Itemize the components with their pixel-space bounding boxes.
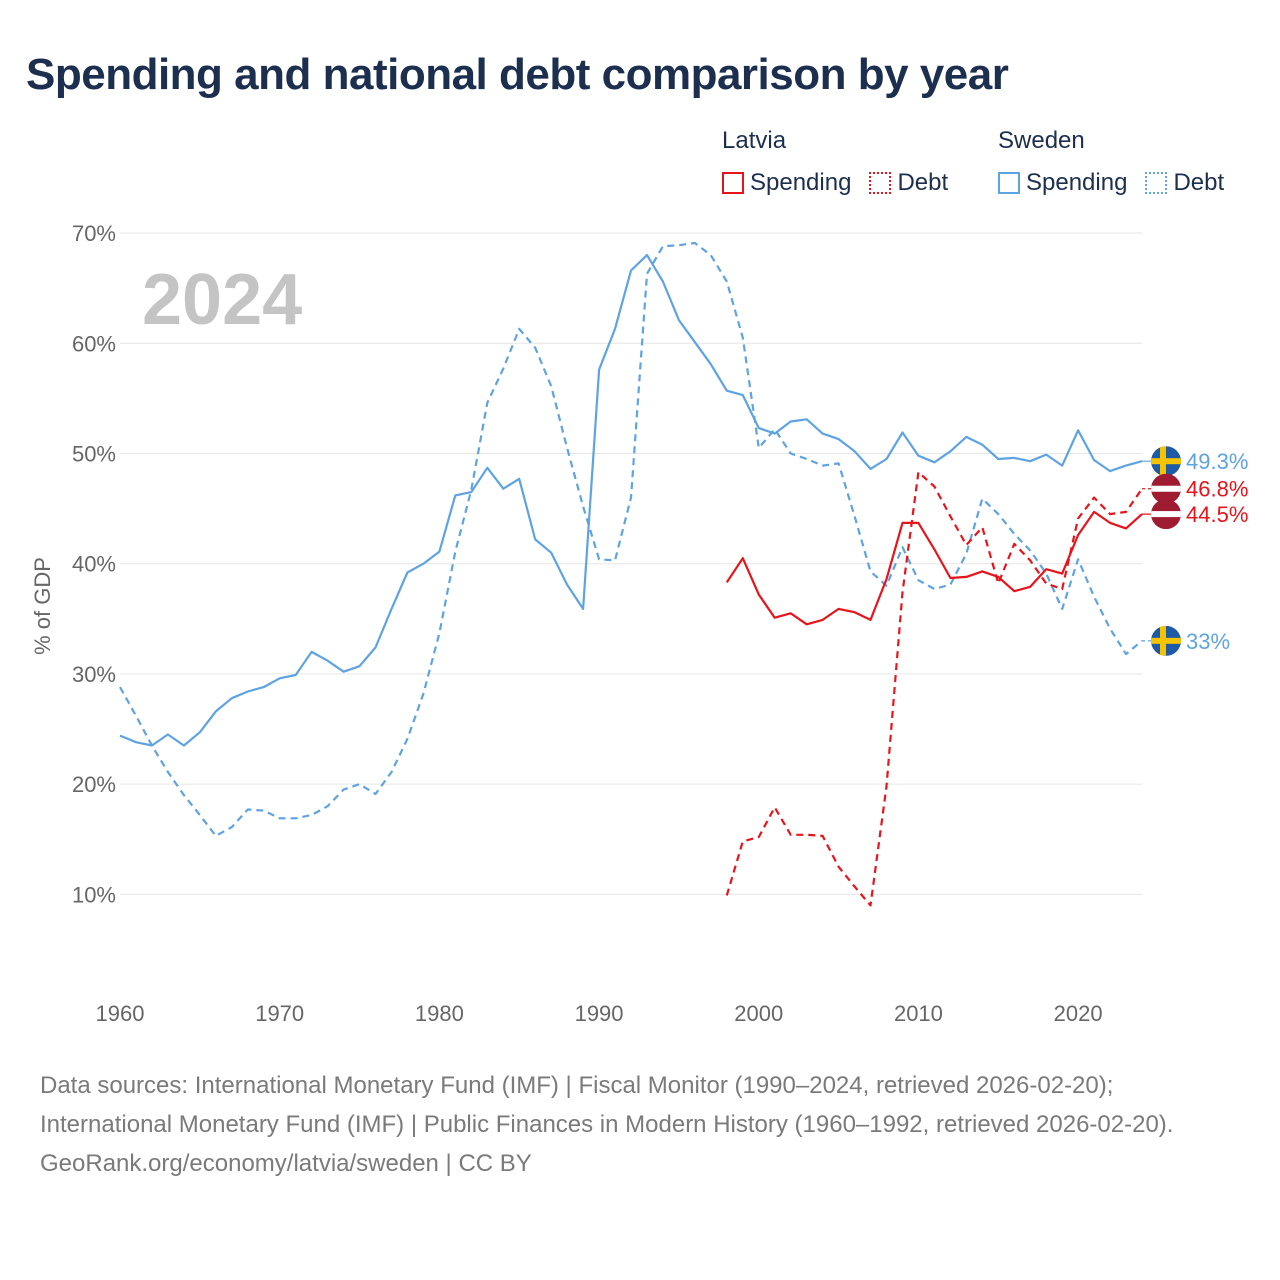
end-markers: 49.3% 33% 44.5%46.8%: [1142, 446, 1248, 656]
end-value-label: 33%: [1186, 629, 1230, 654]
legend-swatch-solid: [722, 172, 744, 194]
sweden-flag-icon: [1151, 625, 1181, 656]
legend-group-latvia: Latvia Spending Debt: [722, 127, 948, 197]
legend-swatch-dotted: [869, 172, 892, 194]
x-axis: 1960 1970 1980 1990 2000 2010 2020: [96, 1001, 1103, 1026]
x-tick-label: 2020: [1054, 1001, 1103, 1026]
y-tick-label: 20%: [72, 772, 116, 797]
chart-area: 2024 10%20%30%40%50%60%70% 1960 1970 1980 1…: [30, 221, 1248, 1026]
series-line-latvia-spending[interactable]: [725, 510, 1143, 626]
legend-latvia-spending[interactable]: Spending: [722, 169, 851, 197]
y-tick-label: 40%: [72, 552, 116, 577]
y-axis: 10% 20% 30% 40% 50% 60% 70%: [72, 221, 116, 907]
attribution-link[interactable]: GeoRank.org/economy/latvia/sweden | CC B…: [40, 1150, 532, 1177]
data-sources-text: Data sources: International Monetary Fun…: [40, 1072, 1174, 1138]
x-tick-label: 1980: [415, 1001, 464, 1026]
y-tick-label: 60%: [72, 331, 116, 356]
legend-group-name: Latvia: [722, 127, 787, 154]
chart-title: Spending and national debt comparison by…: [26, 50, 1009, 99]
x-tick-label: 2010: [894, 1001, 943, 1026]
end-value-label: 49.3%: [1186, 449, 1248, 474]
legend-label: Debt: [1173, 169, 1225, 196]
gridlines: [120, 232, 1142, 895]
legend-swatch-solid: [998, 172, 1020, 194]
year-watermark: 2024: [142, 260, 302, 340]
y-tick-label: 50%: [72, 441, 116, 466]
series-line-sweden-debt[interactable]: [119, 241, 1143, 838]
end-value-label: 44.5%: [1186, 502, 1248, 527]
latvia-flag-icon: [1151, 473, 1181, 504]
legend-latvia-debt[interactable]: Debt: [869, 169, 948, 197]
y-tick-label: 70%: [72, 221, 116, 246]
legend-sweden-spending[interactable]: Spending: [998, 169, 1127, 197]
x-tick-label: 1960: [96, 1001, 145, 1026]
x-tick-label: 1990: [575, 1001, 624, 1026]
legend-label: Spending: [750, 169, 852, 196]
legend-group-name: Sweden: [998, 127, 1085, 154]
sweden-flag-icon: [1151, 446, 1181, 477]
x-tick-label: 2000: [734, 1001, 783, 1026]
y-tick-label: 30%: [72, 662, 116, 687]
series-group: [119, 241, 1143, 907]
x-tick-label: 1970: [255, 1001, 304, 1026]
legend-swatch-dotted: [1145, 172, 1168, 194]
legend-label: Debt: [897, 169, 949, 196]
legend-label: Spending: [1026, 169, 1128, 196]
legend-sweden-debt[interactable]: Debt: [1145, 169, 1224, 197]
legend-group-sweden: Sweden Spending Debt: [998, 127, 1224, 197]
sources-footer: Data sources: International Monetary Fun…: [40, 1066, 1240, 1183]
latvia-flag-icon: [1151, 499, 1181, 530]
series-line-sweden-spending[interactable]: [119, 254, 1143, 747]
series-line-latvia-debt[interactable]: [725, 471, 1143, 907]
y-tick-label: 10%: [72, 882, 116, 907]
end-value-label: 46.8%: [1186, 477, 1248, 502]
y-axis-label: % of GDP: [30, 557, 55, 655]
